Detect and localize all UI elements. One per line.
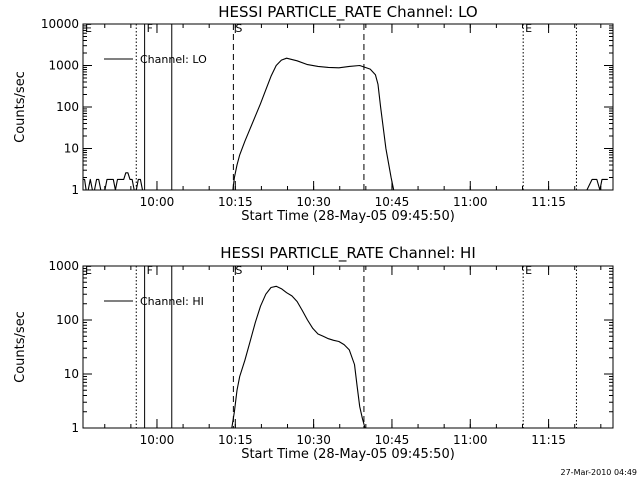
legend-label: Channel: LO (140, 53, 207, 66)
x-tick-label: 10:45 (375, 433, 410, 447)
event-marker-label: F (147, 22, 153, 35)
y-tick-label: 1000 (48, 259, 79, 273)
y-axis-label: Counts/sec (13, 71, 28, 143)
lo-channel-panel: HESSI PARTICLE_RATE Channel: LO 1 10 100 100… (13, 3, 614, 224)
y-tick-label: 1 (71, 183, 79, 197)
data-series-line (83, 57, 608, 191)
y-tick-label: 1000 (48, 59, 79, 73)
data-series-line (231, 285, 368, 429)
x-tick-label: 10:00 (140, 433, 175, 447)
x-tick-label: 10:45 (375, 195, 410, 209)
plot-frame (82, 265, 614, 429)
event-marker-label: E (525, 264, 532, 277)
x-tick-label: 10:30 (296, 433, 331, 447)
event-marker-label: E (85, 22, 92, 35)
event-marker-label: S (235, 22, 242, 35)
y-tick-label: 10000 (41, 17, 79, 31)
x-tick-label: 11:00 (453, 433, 488, 447)
chart-title: HESSI PARTICLE_RATE Channel: LO (218, 3, 477, 22)
y-axis-label: Counts/sec (13, 311, 28, 383)
chart-title: HESSI PARTICLE_RATE Channel: HI (220, 244, 476, 263)
y-tick-label: 10 (64, 142, 79, 156)
y-tick-label: 1 (71, 421, 79, 435)
event-marker-label: E (85, 264, 92, 277)
event-marker-label: E (525, 22, 532, 35)
x-tick-label: 10:15 (218, 433, 253, 447)
x-tick-label: 10:15 (218, 195, 253, 209)
x-tick-label: 10:00 (140, 195, 175, 209)
plot-frame (82, 23, 614, 191)
y-tick-label: 100 (56, 313, 79, 327)
y-tick-label: 100 (56, 100, 79, 114)
event-marker-label: S (235, 264, 242, 277)
x-tick-label: 11:00 (453, 195, 488, 209)
x-axis-label: Start Time (28-May-05 09:45:50) (241, 447, 455, 462)
hi-channel-panel: HESSI PARTICLE_RATE Channel: HI 1 10 100 100… (13, 244, 614, 462)
x-tick-label: 11:15 (531, 195, 566, 209)
y-tick-label: 10 (64, 367, 79, 381)
event-marker-label: F (147, 264, 153, 277)
print-timestamp: 27-Mar-2010 04:49 (561, 468, 638, 477)
x-tick-label: 10:30 (296, 195, 331, 209)
x-tick-label: 11:15 (531, 433, 566, 447)
x-axis-label: Start Time (28-May-05 09:45:50) (241, 209, 455, 224)
legend-label: Channel: HI (140, 295, 204, 308)
